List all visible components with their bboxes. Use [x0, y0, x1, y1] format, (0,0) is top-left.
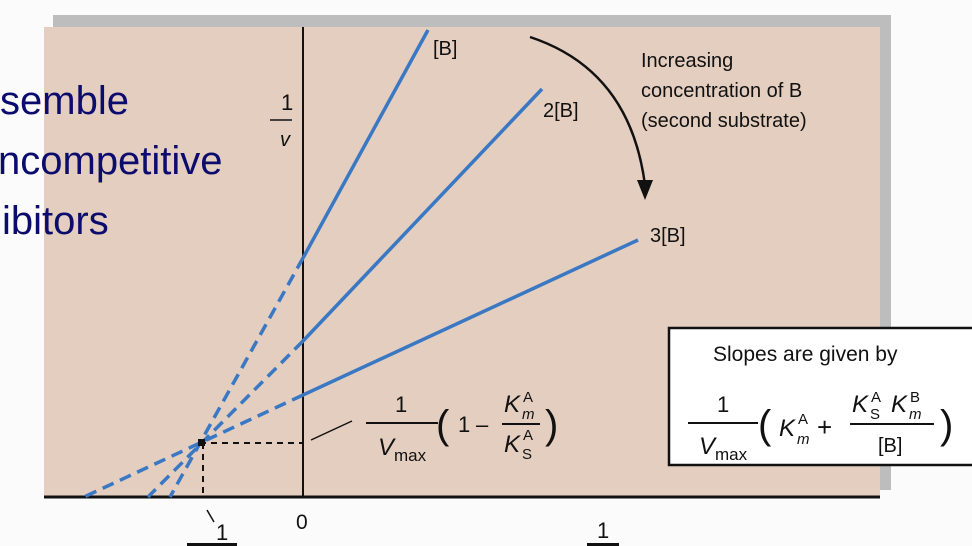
- y-label-denominator: v: [280, 129, 291, 151]
- slopes-plus: +: [817, 412, 832, 442]
- formula-ks-sub: S: [522, 446, 532, 463]
- formula-km-sub: m: [522, 406, 535, 423]
- line-3B-dashed: [83, 393, 304, 499]
- slopes-vmax: V: [699, 433, 717, 460]
- formula-ks-sup: A: [523, 427, 533, 444]
- svg-text:(: (: [758, 403, 772, 447]
- formula-paren-right: ): [545, 403, 558, 447]
- x-intercept-bar: [187, 543, 237, 546]
- slopes-b-denominator: [B]: [878, 435, 902, 457]
- formula-one: 1: [458, 412, 470, 437]
- slopes-vmax-sub: max: [715, 445, 748, 464]
- formula-numerator: 1: [395, 392, 407, 417]
- formula-km: K: [504, 391, 521, 418]
- annotation-line-3: (second substrate): [641, 110, 807, 132]
- line-label-2B: 2[B]: [543, 100, 579, 122]
- formula-minus: –: [476, 412, 489, 437]
- slopes-ks: K: [852, 391, 869, 418]
- formula-ks: K: [504, 431, 521, 458]
- line-label-B: [B]: [433, 38, 457, 60]
- slide-text-line-1: semble: [0, 79, 129, 123]
- leader-line: [310, 420, 353, 441]
- arrow-head-icon: [637, 180, 653, 200]
- x-zero-label: 0: [296, 511, 308, 534]
- curved-arrow: [529, 35, 647, 186]
- x-intercept-tick: [206, 509, 215, 523]
- y-label-numerator: 1: [281, 90, 293, 115]
- slopes-box: Slopes are given by 1 V max ( K m A + K …: [667, 326, 972, 467]
- svg-text:A: A: [798, 411, 808, 428]
- annotation-line-2: concentration of B: [641, 80, 802, 102]
- intersection-point: [198, 439, 205, 446]
- svg-text:): ): [940, 403, 953, 447]
- slide-text-line-3: ibitors: [2, 199, 109, 243]
- slide-text-line-2: ncompetitive: [0, 139, 223, 183]
- line-2B-solid: [301, 87, 544, 343]
- formula-paren-left: (: [436, 403, 450, 447]
- line-label-3B: 3[B]: [650, 225, 686, 247]
- svg-text:A: A: [871, 389, 881, 406]
- line-B-dashed: [168, 257, 305, 498]
- annotation-line-1: Increasing: [641, 50, 733, 72]
- formula-vmax: V: [378, 434, 396, 461]
- svg-text:S: S: [870, 406, 880, 423]
- formula-vmax-sub: max: [394, 446, 427, 465]
- svg-text:B: B: [910, 389, 920, 406]
- svg-text:m: m: [909, 406, 922, 423]
- x-intercept-label: 1: [216, 520, 228, 545]
- svg-text:m: m: [797, 431, 810, 448]
- x-label-bar: [587, 543, 619, 546]
- slopes-kmb: K: [891, 391, 908, 418]
- formula-km-sup: A: [523, 389, 533, 406]
- slopes-numerator: 1: [717, 392, 729, 417]
- line-B-solid: [301, 29, 430, 259]
- slopes-title: Slopes are given by: [713, 343, 898, 366]
- intersection-formula: 1 V max ( 1 – K m A K S A ): [366, 389, 558, 465]
- slopes-km: K: [779, 415, 796, 442]
- line-3B-solid: [302, 238, 639, 397]
- x-label-numerator: 1: [597, 518, 609, 543]
